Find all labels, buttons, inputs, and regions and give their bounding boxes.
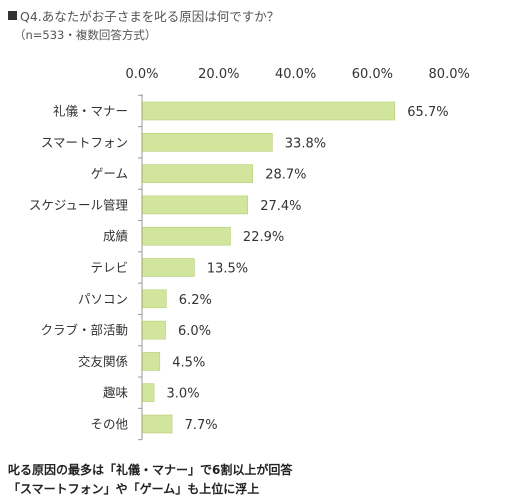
category-label: スマートフォン [41,135,128,150]
question-text: Q4.あなたがお子さまを叱る原因は何ですか？ [20,9,280,24]
category-label: テレビ [90,260,128,275]
value-label: 6.2% [179,293,212,308]
bar [142,383,155,403]
category-label: スケジュール管理 [29,197,129,212]
bar-chart: 0.0% 20.0% 40.0% 60.0% 80.0% 礼儀・マナー 65.7% スマートフ… [29,67,470,441]
category-label: 礼儀・マナー [53,104,128,119]
category-label: 成績 [103,229,128,244]
bar [142,414,173,434]
bar [142,258,195,277]
value-label: 7.7% [185,418,218,433]
value-label: 33.8% [285,136,326,151]
bar [142,289,167,309]
x-tick-label: 20.0% [198,67,239,82]
category-label: ゲーム [91,166,128,181]
bar [142,133,273,152]
bar [142,164,254,183]
x-tick-label: 40.0% [275,67,316,82]
bar [142,352,161,371]
summary-line-1: 叱る原因の最多は「礼儀・マナー」で6割以上が回答 [8,463,293,477]
value-label: 4.5% [172,355,205,370]
value-label: 6.0% [178,324,211,339]
category-label: クラブ・部活動 [40,323,128,338]
category-label: その他 [90,417,128,432]
bar [142,226,231,246]
value-label: 27.4% [260,199,301,214]
value-label: 22.9% [243,230,284,245]
value-label: 13.5% [207,262,248,277]
category-label: パソコン [78,291,128,306]
bar [142,320,166,340]
value-label: 3.0% [167,387,200,402]
x-tick-label: 0.0% [125,67,158,82]
x-tick-label: 60.0% [352,67,393,82]
sample-note: （n=533・複数回答方式） [14,28,157,42]
bar [142,101,396,121]
question-title: Q4.あなたがお子さまを叱る原因は何ですか？ [8,6,279,25]
bar [142,195,249,215]
square-bullet-icon [8,11,17,20]
summary-line-2: 「スマートフォン」や「ゲーム」も上位に浮上 [8,482,260,496]
category-label: 趣味 [103,385,129,400]
category-label: 交友関係 [78,354,128,369]
x-tick-label: 80.0% [429,67,470,82]
value-label: 28.7% [265,168,306,183]
value-label: 65.7% [407,105,448,120]
